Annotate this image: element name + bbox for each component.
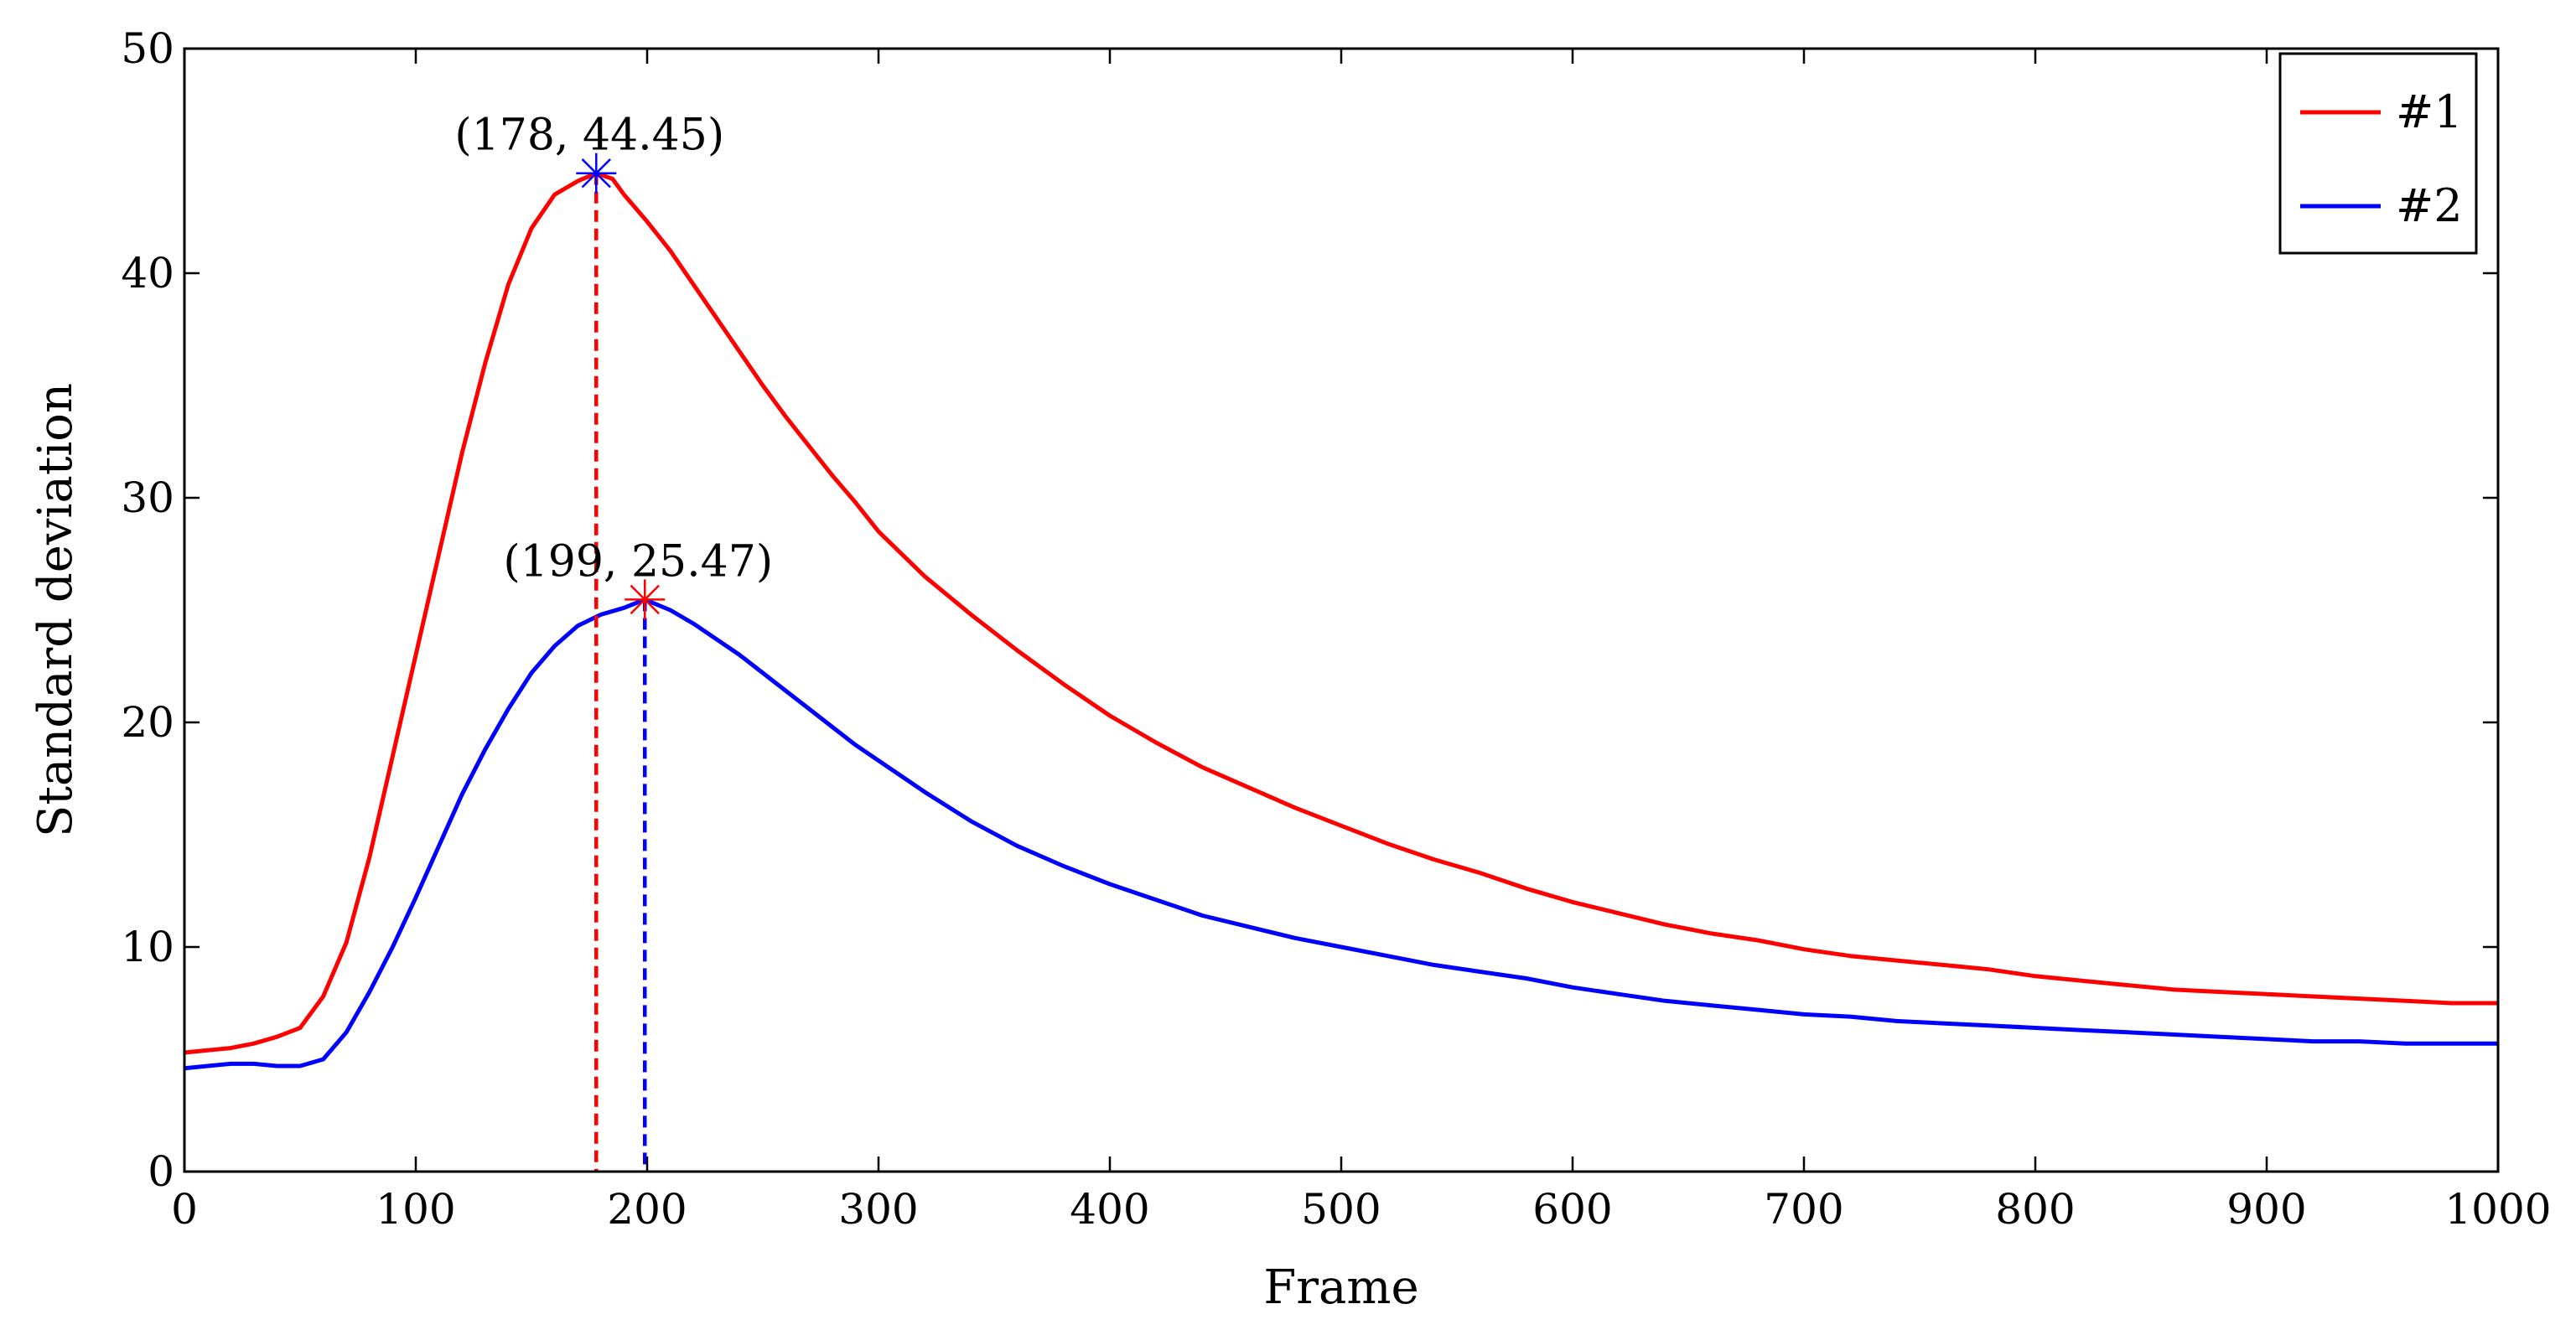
tick-layer: 0 100 200 300 400 500 600 700 800 900 1000 0 10 20 30 4… [121, 24, 2551, 1234]
x-tick-label-9: 900 [2226, 1185, 2306, 1234]
x-tick-label-8: 800 [1995, 1185, 2075, 1234]
legend-box [2278, 52, 2478, 255]
y-tick-label-4: 40 [121, 249, 174, 298]
y-tick-label-5: 50 [121, 24, 174, 73]
x-tick-label-10: 1000 [2444, 1185, 2551, 1234]
y-tick-label-1: 10 [121, 923, 174, 971]
y-axis-title: Standard deviation [29, 383, 83, 837]
peak-marker-2 [625, 579, 666, 620]
x-tick-label-3: 300 [838, 1185, 918, 1234]
series-line-1 [184, 171, 2498, 1055]
peak-label-1: (178, 44.45) [454, 111, 724, 161]
y-tick-label-3: 30 [121, 473, 174, 522]
plot-area [184, 49, 2498, 1172]
peak-marker-1-stroke-3 [581, 158, 611, 189]
x-tick-label-0: 0 [171, 1185, 198, 1234]
x-tick-label-6: 600 [1532, 1185, 1612, 1234]
x-axis-title: Frame [1263, 1260, 1418, 1315]
x-tick-label-5: 500 [1301, 1185, 1381, 1234]
legend-label-series-1: #1 [2396, 85, 2463, 138]
peak-marker-1 [576, 153, 617, 194]
legend-label-series-2: #2 [2396, 179, 2463, 232]
x-tick-label-1: 100 [376, 1185, 455, 1234]
x-tick-label-4: 400 [1070, 1185, 1149, 1234]
annotation-layer: (178, 44.45) (199, 25.47) [454, 111, 773, 1172]
series-line-2 [184, 597, 2498, 1071]
x-tick-label-7: 700 [1764, 1185, 1843, 1234]
series-layer [184, 171, 2498, 1071]
y-tick-label-0: 0 [148, 1147, 174, 1196]
x-tick-label-2: 200 [607, 1185, 687, 1234]
y-tick-label-2: 20 [121, 698, 174, 747]
peak-label-2: (199, 25.47) [503, 536, 773, 587]
legend: #1 #2 [2278, 52, 2478, 255]
peak-marker-2-stroke-3 [630, 584, 660, 615]
